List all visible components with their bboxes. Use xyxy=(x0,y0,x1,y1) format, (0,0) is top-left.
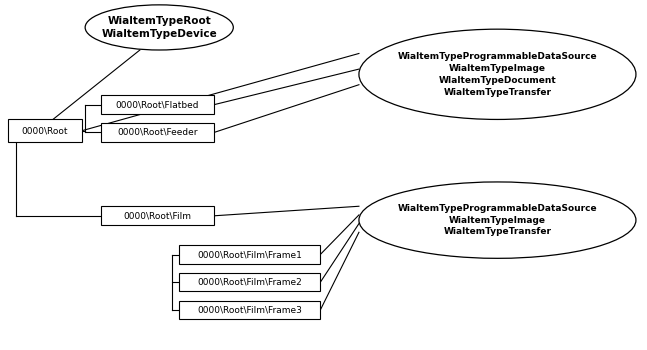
FancyBboxPatch shape xyxy=(179,301,320,319)
FancyBboxPatch shape xyxy=(179,273,320,291)
Ellipse shape xyxy=(359,182,636,258)
FancyBboxPatch shape xyxy=(101,95,214,114)
Text: 0000\Root\Film\Frame3: 0000\Root\Film\Frame3 xyxy=(197,306,302,315)
Text: 0000\Root\Feeder: 0000\Root\Feeder xyxy=(117,128,198,137)
Text: WialtemTypeRoot
WialtemTypeDevice: WialtemTypeRoot WialtemTypeDevice xyxy=(102,16,217,39)
Text: WialtemTypeProgrammableDataSource
WialtemTypeImage
WIaltemTypeDocument
WialtemTy: WialtemTypeProgrammableDataSource Wialte… xyxy=(398,52,597,97)
Text: 0000\Root\Film\Frame2: 0000\Root\Film\Frame2 xyxy=(197,278,302,287)
Text: 0000\Root\Flatbed: 0000\Root\Flatbed xyxy=(116,100,199,109)
Ellipse shape xyxy=(85,5,234,50)
Text: WialtemTypeProgrammableDataSource
WialtemTypeImage
WialtemTypeTransfer: WialtemTypeProgrammableDataSource Wialte… xyxy=(398,204,597,237)
Text: 0000\Root\Film: 0000\Root\Film xyxy=(124,211,192,220)
FancyBboxPatch shape xyxy=(8,119,82,142)
FancyBboxPatch shape xyxy=(179,245,320,264)
FancyBboxPatch shape xyxy=(101,206,214,225)
Ellipse shape xyxy=(359,29,636,119)
Text: 0000\Root: 0000\Root xyxy=(21,126,68,135)
Text: 0000\Root\Film\Frame1: 0000\Root\Film\Frame1 xyxy=(197,250,302,259)
FancyBboxPatch shape xyxy=(101,123,214,142)
